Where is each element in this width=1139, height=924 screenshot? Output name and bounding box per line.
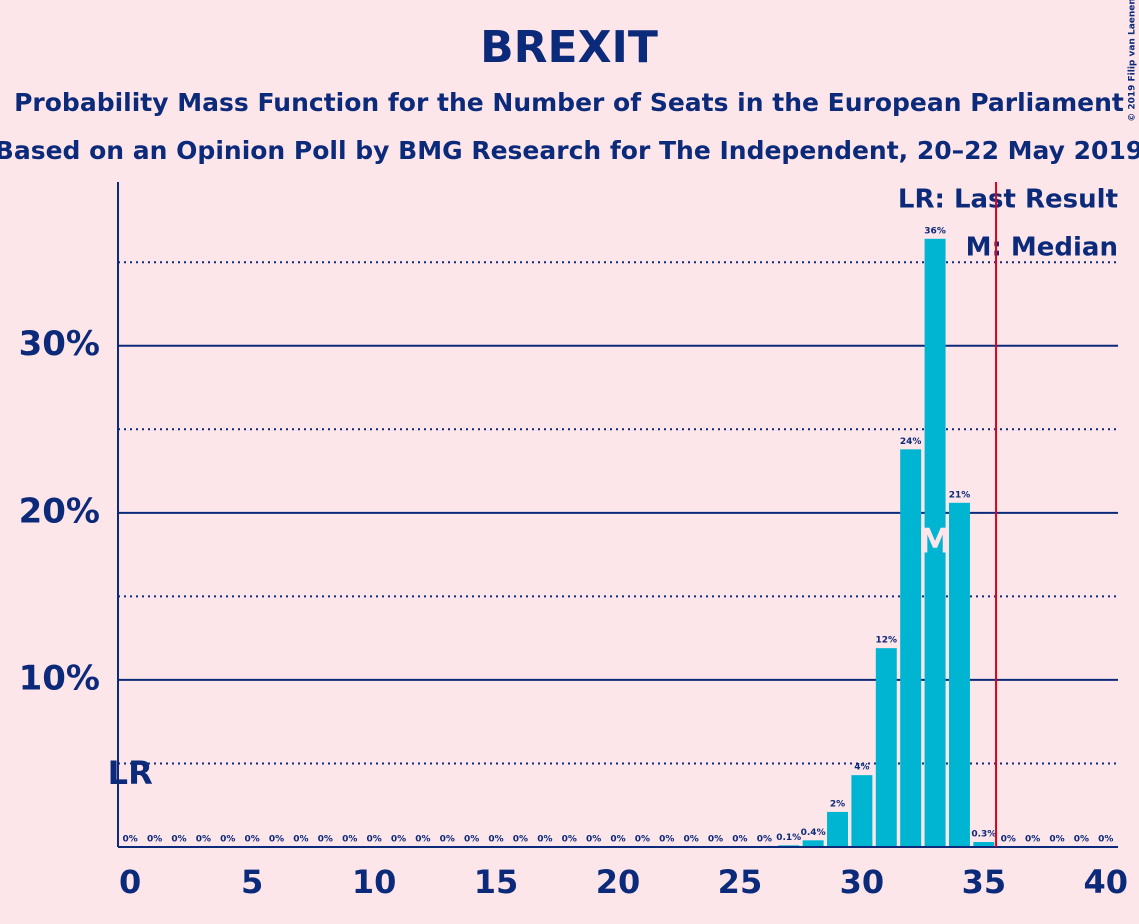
data-label: 0% — [366, 835, 381, 845]
data-label: 0% — [196, 835, 211, 845]
median-label: M — [918, 521, 952, 561]
data-label: 0.4% — [801, 828, 826, 838]
data-label: 0% — [635, 835, 650, 845]
data-label: 0.3% — [971, 829, 996, 839]
bar — [851, 775, 873, 847]
data-label: 0% — [586, 835, 601, 845]
x-tick-label: 40 — [1084, 863, 1129, 901]
data-label: 0% — [732, 835, 747, 845]
x-tick-label: 20 — [596, 863, 641, 901]
data-label: 0% — [318, 835, 333, 845]
data-label: 0% — [147, 835, 162, 845]
data-label: 0% — [245, 835, 260, 845]
data-label: 21% — [949, 490, 971, 500]
legend-entry: M: Median — [966, 233, 1118, 263]
data-label: 4% — [854, 763, 869, 773]
data-label: 0% — [513, 835, 528, 845]
data-label: 0% — [757, 835, 772, 845]
x-tick-label: 25 — [718, 863, 763, 901]
data-label: 24% — [900, 437, 922, 447]
data-label: 0% — [1074, 835, 1089, 845]
data-label: 0% — [220, 835, 235, 845]
x-tick-label: 35 — [962, 863, 1007, 901]
data-label: 36% — [924, 226, 946, 236]
data-label: 0% — [342, 835, 357, 845]
copyright: © 2019 Filip van Laenen — [1128, 0, 1138, 122]
bar — [900, 449, 922, 847]
data-label: 0% — [488, 835, 503, 845]
bar — [924, 238, 946, 847]
x-tick-label: 15 — [474, 863, 519, 901]
data-label: 0% — [269, 835, 284, 845]
data-label: 0% — [440, 835, 455, 845]
data-label: 0% — [123, 835, 138, 845]
x-tick-label: 10 — [352, 863, 397, 901]
data-label: 0% — [1025, 835, 1040, 845]
x-tick-label: 30 — [840, 863, 885, 901]
bar — [875, 648, 897, 847]
data-label: 0% — [610, 835, 625, 845]
subtitle: Based on an Opinion Poll by BMG Research… — [0, 136, 1139, 165]
legend-entry: LR: Last Result — [898, 185, 1118, 215]
x-tick-label: 0 — [119, 863, 141, 901]
x-tick-label: 5 — [241, 863, 263, 901]
chart-title: BREXIT — [480, 22, 658, 73]
data-label: 0% — [1001, 835, 1016, 845]
bar — [827, 811, 848, 847]
data-label: 0% — [1098, 835, 1113, 845]
data-label: 0% — [537, 835, 552, 845]
y-tick-label: 10% — [19, 658, 100, 698]
subtitle: Probability Mass Function for the Number… — [14, 88, 1124, 117]
data-label: 0% — [415, 835, 430, 845]
data-label: 0.1% — [776, 833, 801, 843]
bar — [973, 841, 995, 847]
data-label: 0% — [293, 835, 308, 845]
y-tick-label: 30% — [19, 324, 100, 364]
data-label: 0% — [391, 835, 406, 845]
y-tick-label: 20% — [19, 491, 100, 531]
data-label: 2% — [830, 799, 845, 809]
last-result-label: LR — [108, 754, 153, 792]
bar — [802, 840, 824, 847]
data-label: 12% — [876, 636, 898, 646]
bar — [948, 502, 970, 847]
data-label: 0% — [708, 835, 723, 845]
data-label: 0% — [562, 835, 577, 845]
data-label: 0% — [684, 835, 699, 845]
data-label: 0% — [171, 835, 186, 845]
data-label: 0% — [659, 835, 674, 845]
data-label: 0% — [464, 835, 479, 845]
data-label: 0% — [1049, 835, 1064, 845]
